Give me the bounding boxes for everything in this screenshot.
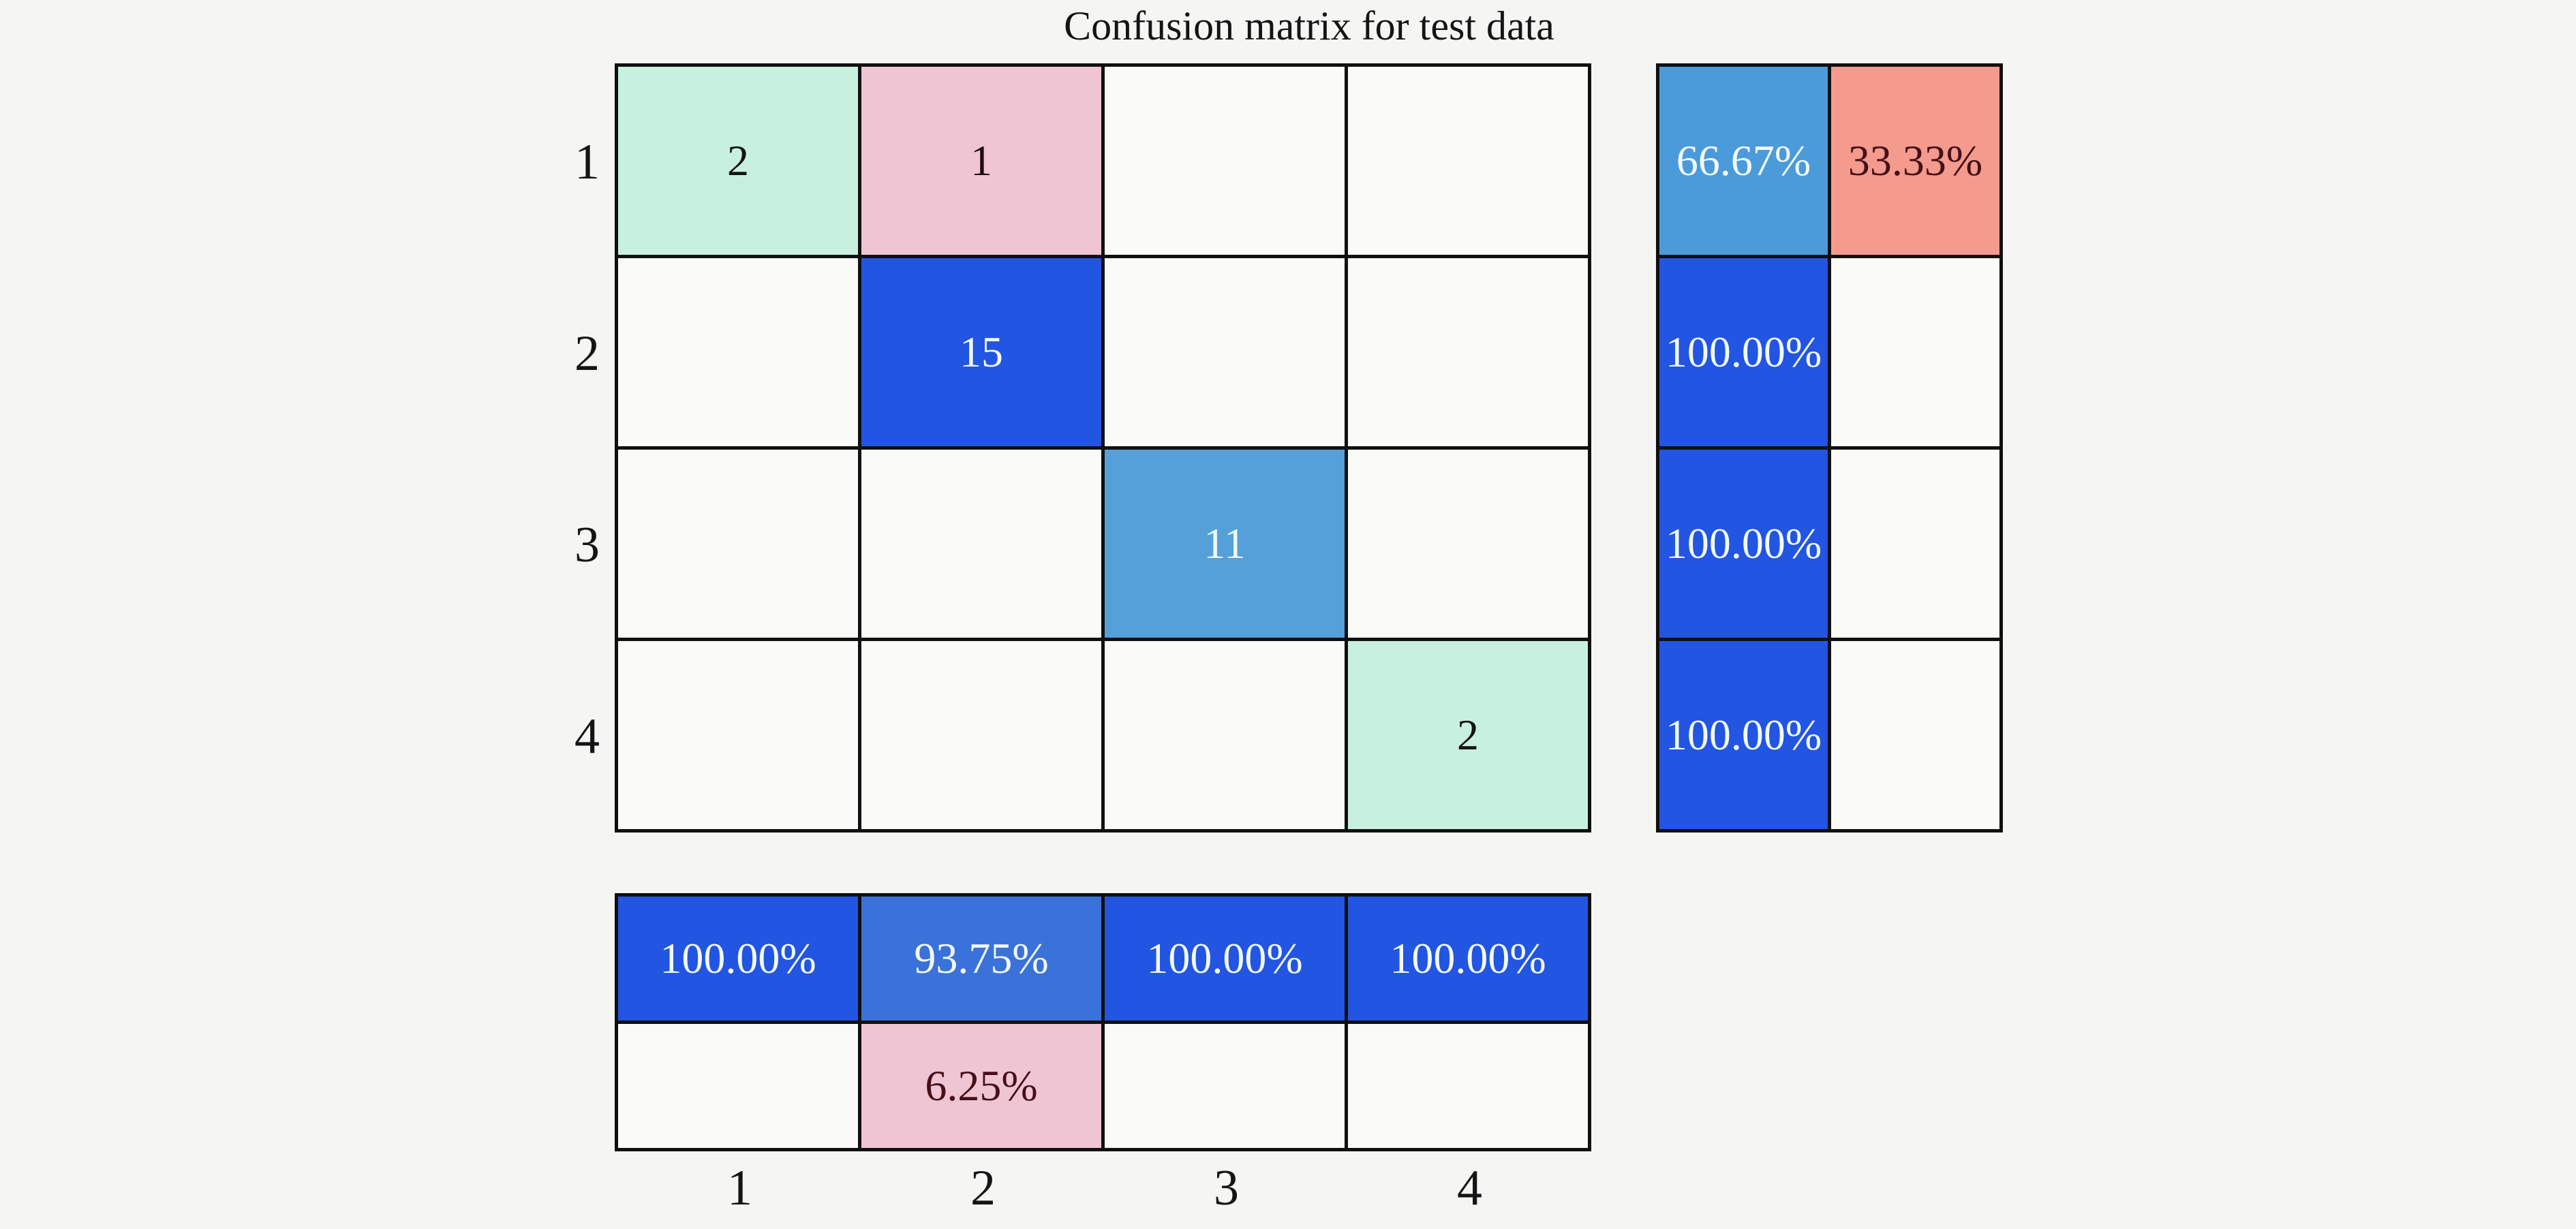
row-summary-cell-r2-pct: 100.00%	[1659, 258, 1831, 450]
col-summary-cell-c1-miss	[618, 1024, 861, 1151]
row-summary-cell-r4-miss	[1831, 641, 2003, 833]
row-summary-cell-r4-pct: 100.00%	[1659, 641, 1831, 833]
matrix-cell-r4c4: 2	[1348, 641, 1591, 833]
col-axis-label-4: 4	[1457, 1160, 1482, 1216]
col-summary-cell-c4-pct: 100.00%	[1348, 897, 1591, 1024]
matrix-cell-r1c3	[1105, 67, 1348, 258]
row-axis-label-2: 2	[574, 326, 600, 382]
col-summary-cell-c2-pct: 93.75%	[861, 897, 1105, 1024]
matrix-cell-r2c4	[1348, 258, 1591, 450]
matrix-cell-r4c2	[861, 641, 1105, 833]
matrix-cell-r4c1	[618, 641, 861, 833]
col-axis-label-3: 3	[1214, 1160, 1239, 1216]
matrix-cell-r1c1: 2	[618, 67, 861, 258]
col-summary-cell-c3-pct: 100.00%	[1105, 897, 1348, 1024]
col-summary-cell-c4-miss	[1348, 1024, 1591, 1151]
row-summary-grid: 66.67% 33.33% 100.00% 100.00% 100.00%	[1656, 63, 2003, 833]
col-summary-cell-c2-miss: 6.25%	[861, 1024, 1105, 1151]
col-axis-label-2: 2	[970, 1160, 996, 1216]
row-summary-cell-r3-pct: 100.00%	[1659, 450, 1831, 641]
matrix-cell-r1c2: 1	[861, 67, 1105, 258]
col-summary-grid: 100.00% 93.75% 100.00% 100.00% 6.25%	[615, 893, 1591, 1151]
matrix-cell-r2c3	[1105, 258, 1348, 450]
matrix-cell-r3c2	[861, 450, 1105, 641]
row-axis-label-4: 4	[574, 709, 600, 764]
matrix-cell-r3c1	[618, 450, 861, 641]
col-summary-cell-c1-pct: 100.00%	[618, 897, 861, 1024]
matrix-cell-r2c1	[618, 258, 861, 450]
matrix-cell-r4c3	[1105, 641, 1348, 833]
chart-title: Confusion matrix for test data	[1064, 3, 1554, 48]
matrix-cell-r2c2: 15	[861, 258, 1105, 450]
col-axis-label-1: 1	[727, 1160, 752, 1216]
row-summary-cell-r1-pct: 66.67%	[1659, 67, 1831, 258]
col-axis-labels: 1 2 3 4	[618, 1154, 1591, 1222]
row-axis-label-3: 3	[574, 517, 600, 573]
row-summary-cell-r2-miss	[1831, 258, 2003, 450]
matrix-cell-r3c3: 11	[1105, 450, 1348, 641]
row-summary-cell-r3-miss	[1831, 450, 2003, 641]
matrix-cell-r3c4	[1348, 450, 1591, 641]
col-summary-cell-c3-miss	[1105, 1024, 1348, 1151]
row-axis-label-1: 1	[574, 134, 600, 190]
row-summary-cell-r1-miss: 33.33%	[1831, 67, 2003, 258]
confusion-matrix-grid: 2 1 15 11 2	[615, 63, 1591, 833]
matrix-cell-r1c4	[1348, 67, 1591, 258]
